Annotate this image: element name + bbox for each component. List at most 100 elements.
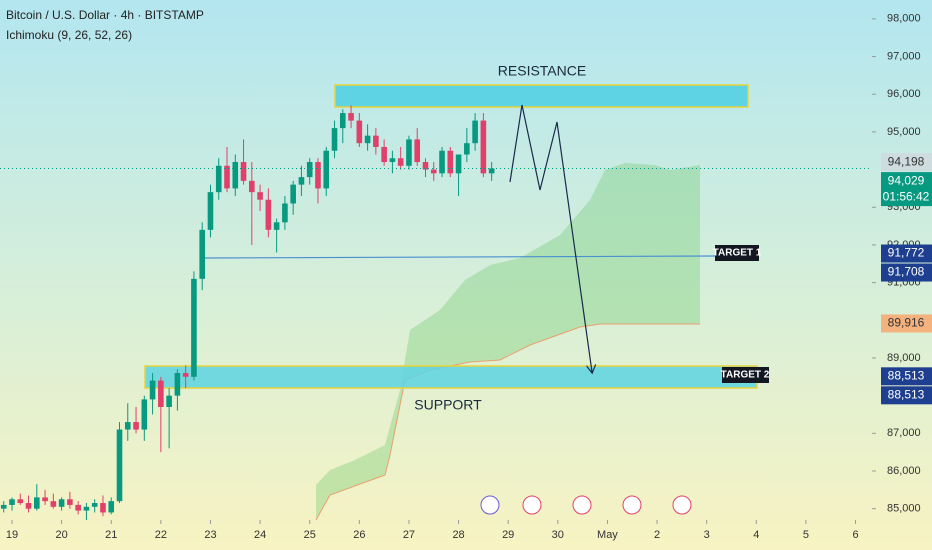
- candle-body: [282, 203, 288, 223]
- candle-body: [331, 128, 338, 151]
- candle-body: [166, 395, 172, 407]
- ichimoku-cloud: [316, 163, 700, 520]
- x-tick-label: May: [597, 529, 618, 541]
- y-tick-label: 89,000: [887, 352, 921, 364]
- price-label: 94,029: [888, 173, 925, 187]
- candle-body: [273, 222, 280, 230]
- x-tick-label: 4: [753, 529, 759, 541]
- y-tick-label: 96,000: [887, 88, 921, 100]
- x-tick-label: 22: [155, 529, 167, 541]
- candle-body: [364, 135, 371, 144]
- candle-body: [249, 180, 255, 193]
- price-label: 91,708: [888, 265, 925, 279]
- x-tick-label: 29: [502, 529, 514, 541]
- y-tick-label: 87,000: [887, 427, 921, 439]
- x-tick-label: 25: [304, 529, 316, 541]
- candle-body: [91, 503, 98, 507]
- x-tick-label: 19: [6, 529, 18, 541]
- price-label-box: [881, 386, 932, 405]
- candle-body: [389, 158, 396, 163]
- candle-body: [373, 135, 379, 147]
- target2-label: TARGET 2: [721, 370, 770, 381]
- x-tick-label: 20: [55, 529, 67, 541]
- candle-body: [9, 499, 15, 505]
- candle-body: [488, 168, 495, 174]
- candle-body: [381, 146, 387, 163]
- resistance-label: RESISTANCE: [498, 63, 586, 79]
- candle-body: [224, 165, 230, 189]
- candle-body: [257, 192, 263, 200]
- support-label: SUPPORT: [414, 397, 482, 413]
- price-label: 94,198: [888, 154, 925, 168]
- x-tick-label: 26: [353, 529, 365, 541]
- target2-box: [722, 367, 769, 383]
- candle-body: [265, 199, 272, 230]
- candle-body: [422, 162, 429, 170]
- candle-body: [182, 373, 189, 377]
- candle-body: [430, 169, 437, 174]
- candle-body: [356, 120, 363, 144]
- candle-body: [116, 429, 123, 502]
- candle-body: [133, 422, 139, 430]
- event-icons: [480, 495, 692, 515]
- candle-body: [25, 503, 32, 509]
- x-tick-label: 23: [204, 529, 216, 541]
- x-tick-label: 30: [552, 529, 564, 541]
- candle-body: [455, 154, 462, 174]
- candle-body: [83, 506, 90, 511]
- candle-body: [215, 165, 222, 193]
- price-label: 88,513: [888, 368, 925, 382]
- price-label-box: [881, 172, 932, 207]
- support-zone: [144, 365, 758, 389]
- projection-path: [509, 104, 592, 372]
- price-label-box: [881, 314, 932, 333]
- target1-label: TARGET 1: [713, 248, 762, 259]
- candle-body: [42, 497, 48, 502]
- candle-body: [290, 184, 296, 204]
- candle-body: [149, 380, 156, 400]
- y-tick-label: 98,000: [887, 13, 921, 25]
- candle-body: [108, 501, 115, 513]
- candle-body: [480, 120, 487, 174]
- candle-body: [447, 150, 454, 174]
- candle-body: [439, 150, 445, 174]
- indicator-title: Ichimoku (9, 26, 52, 26): [6, 28, 132, 42]
- y-tick-label: 97,000: [887, 50, 921, 62]
- candle-body: [50, 501, 57, 507]
- candle-body: [306, 162, 313, 178]
- candle-body: [67, 499, 73, 505]
- price-label: 89,916: [888, 316, 925, 330]
- candle-body: [17, 499, 24, 504]
- candle-body: [464, 143, 470, 155]
- candle-body: [240, 162, 247, 181]
- x-tick-label: 5: [803, 529, 809, 541]
- candle-body: [406, 139, 412, 166]
- symbol-title: Bitcoin / U.S. Dollar · 4h · BITSTAMP: [6, 8, 204, 22]
- candle-body: [124, 422, 131, 430]
- candle-body: [323, 150, 330, 189]
- candle-body: [58, 499, 65, 507]
- candle-body: [207, 192, 214, 230]
- candle-body: [158, 380, 164, 407]
- candle-body: [34, 497, 40, 509]
- price-label-box: [881, 263, 932, 282]
- y-tick-label: 86,000: [887, 465, 921, 477]
- candle-body: [397, 158, 404, 166]
- candle-body: [348, 113, 354, 121]
- candle-body: [199, 229, 206, 279]
- x-tick-label: 27: [403, 529, 415, 541]
- target1-line: [204, 255, 716, 259]
- x-tick-label: 28: [452, 529, 464, 541]
- candle-body: [472, 120, 478, 144]
- price-label: 91,772: [888, 246, 925, 260]
- price-label-box: [881, 244, 932, 263]
- x-tick-label: 2: [654, 529, 660, 541]
- candle-body: [100, 503, 106, 513]
- x-tick-label: 3: [704, 529, 710, 541]
- price-label-box: [881, 367, 932, 386]
- x-tick-label: 6: [852, 529, 858, 541]
- y-tick-label: 85,000: [887, 503, 921, 515]
- candle-body: [141, 399, 148, 430]
